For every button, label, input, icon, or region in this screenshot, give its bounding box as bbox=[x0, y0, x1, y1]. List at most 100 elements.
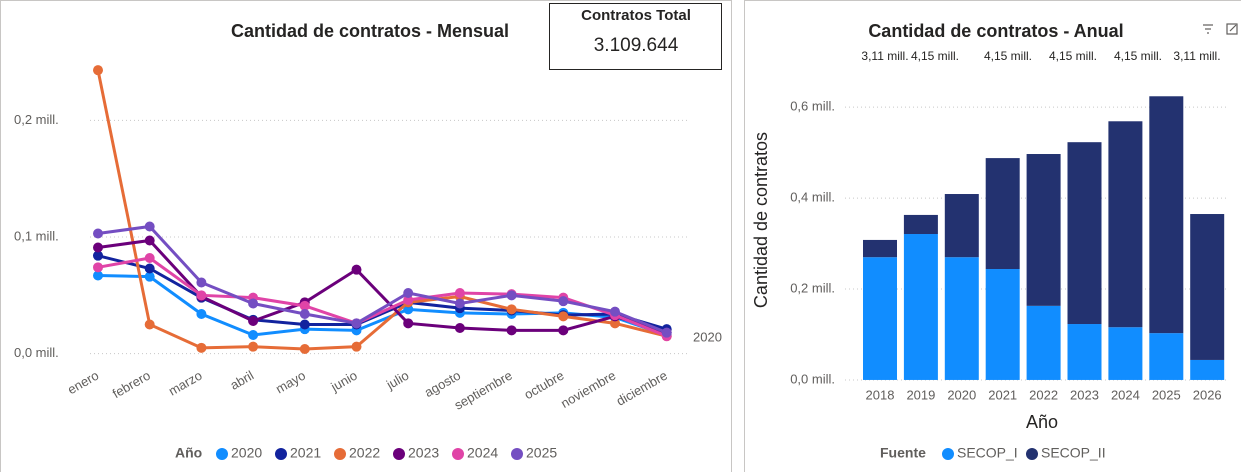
point bbox=[196, 309, 207, 319]
x-tick-label: marzo bbox=[166, 368, 205, 399]
legend-marker bbox=[275, 448, 287, 460]
y-tick-label: 0,2 mill. bbox=[14, 112, 59, 127]
top-label: 4,15 mill. bbox=[984, 49, 1032, 63]
point bbox=[558, 296, 569, 307]
bar-segment bbox=[1026, 305, 1061, 380]
bar-segment bbox=[1190, 214, 1225, 360]
x-tick-label: diciembre bbox=[614, 368, 670, 409]
point bbox=[196, 342, 207, 353]
x-tick-label: 2024 bbox=[1111, 387, 1140, 402]
top-label: 4,15 mill. bbox=[911, 49, 959, 63]
point bbox=[144, 263, 155, 274]
x-tick-label: 2020 bbox=[947, 387, 976, 402]
series-line bbox=[97, 224, 668, 335]
point bbox=[248, 341, 259, 352]
x-tick-label: 2018 bbox=[866, 387, 895, 402]
annotation: 2020 bbox=[693, 329, 722, 344]
legend-label: 2020 bbox=[231, 445, 262, 461]
x-tick-label: junio bbox=[328, 368, 360, 395]
point bbox=[144, 253, 155, 263]
x-axis-title: Año bbox=[1026, 412, 1058, 432]
filter-icon[interactable] bbox=[1203, 24, 1213, 34]
point bbox=[93, 270, 103, 281]
bar-segment bbox=[1190, 359, 1225, 380]
bar-segment bbox=[1108, 327, 1143, 380]
x-tick-label: 2023 bbox=[1070, 387, 1099, 402]
point bbox=[299, 309, 310, 319]
point bbox=[661, 327, 672, 338]
bar-segment bbox=[944, 194, 979, 258]
legend-marker bbox=[452, 448, 464, 460]
series-line bbox=[97, 238, 668, 335]
x-tick-label: noviembre bbox=[558, 368, 618, 411]
bar-segment bbox=[903, 234, 938, 380]
y-tick-label: 0,4 mill. bbox=[790, 190, 835, 205]
right-panel bbox=[744, 0, 1241, 472]
top-label: 4,15 mill. bbox=[1049, 49, 1097, 63]
legend-label: 2022 bbox=[349, 445, 380, 461]
point bbox=[93, 228, 103, 239]
kpi-card bbox=[549, 3, 722, 70]
legend-label: 2023 bbox=[408, 445, 439, 461]
bar-segment bbox=[985, 158, 1020, 270]
top-label: 3,11 mill. bbox=[1173, 49, 1220, 63]
x-tick-label: enero bbox=[65, 368, 101, 398]
point bbox=[93, 262, 103, 273]
series-line bbox=[97, 254, 668, 331]
series-line bbox=[97, 256, 668, 338]
bar-segment bbox=[1149, 333, 1184, 380]
point bbox=[144, 235, 155, 246]
point bbox=[454, 298, 465, 309]
chart-title: Cantidad de contratos - Anual bbox=[868, 21, 1123, 41]
x-tick-label: julio bbox=[383, 368, 411, 393]
expand-icon[interactable] bbox=[1226, 23, 1238, 35]
legend-marker bbox=[334, 448, 346, 460]
point bbox=[196, 290, 207, 301]
point bbox=[403, 288, 414, 298]
top-label: 3,11 mill. bbox=[861, 49, 908, 63]
point bbox=[144, 271, 155, 282]
bar-segment bbox=[1149, 96, 1184, 334]
point bbox=[403, 295, 414, 305]
point bbox=[248, 316, 259, 326]
legend-marker bbox=[393, 448, 405, 460]
x-tick-label: abril bbox=[228, 368, 257, 393]
bar-segment bbox=[1067, 142, 1102, 325]
x-tick-label: febrero bbox=[110, 368, 153, 402]
bar-segment bbox=[985, 269, 1020, 380]
point bbox=[351, 341, 362, 352]
point bbox=[144, 221, 155, 232]
point bbox=[403, 304, 414, 315]
legend-label: 2025 bbox=[526, 445, 557, 461]
legend-marker bbox=[216, 448, 228, 460]
point bbox=[403, 318, 414, 329]
legend-label: 2021 bbox=[290, 445, 321, 461]
legend-label: SECOP_I bbox=[957, 445, 1018, 461]
point bbox=[93, 65, 103, 76]
point bbox=[558, 311, 569, 322]
x-tick-label: 2022 bbox=[1029, 387, 1058, 402]
bar-segment bbox=[1067, 324, 1102, 380]
y-tick-label: 0,0 mill. bbox=[790, 371, 835, 386]
series-line bbox=[96, 69, 668, 351]
point bbox=[248, 330, 259, 340]
legend-title: Año bbox=[175, 445, 202, 461]
x-tick-label: septiembre bbox=[452, 368, 515, 413]
point bbox=[144, 319, 155, 330]
bar-segment bbox=[1108, 121, 1143, 328]
point bbox=[299, 300, 310, 311]
point bbox=[299, 319, 310, 330]
y-tick-label: 0,2 mill. bbox=[790, 280, 835, 295]
y-tick-label: 0,6 mill. bbox=[790, 99, 835, 114]
point bbox=[299, 344, 310, 354]
point bbox=[351, 318, 362, 329]
y-tick-label: 0,1 mill. bbox=[14, 228, 59, 243]
legend-title: Fuente bbox=[880, 445, 926, 461]
y-axis-title: Cantidad de contratos bbox=[751, 132, 771, 308]
left-panel bbox=[0, 0, 732, 472]
bar-segment bbox=[903, 214, 938, 235]
legend-label: 2024 bbox=[467, 445, 498, 461]
point bbox=[248, 298, 259, 309]
chart-title: Cantidad de contratos - Mensual bbox=[231, 21, 509, 41]
x-tick-label: agosto bbox=[422, 368, 463, 401]
